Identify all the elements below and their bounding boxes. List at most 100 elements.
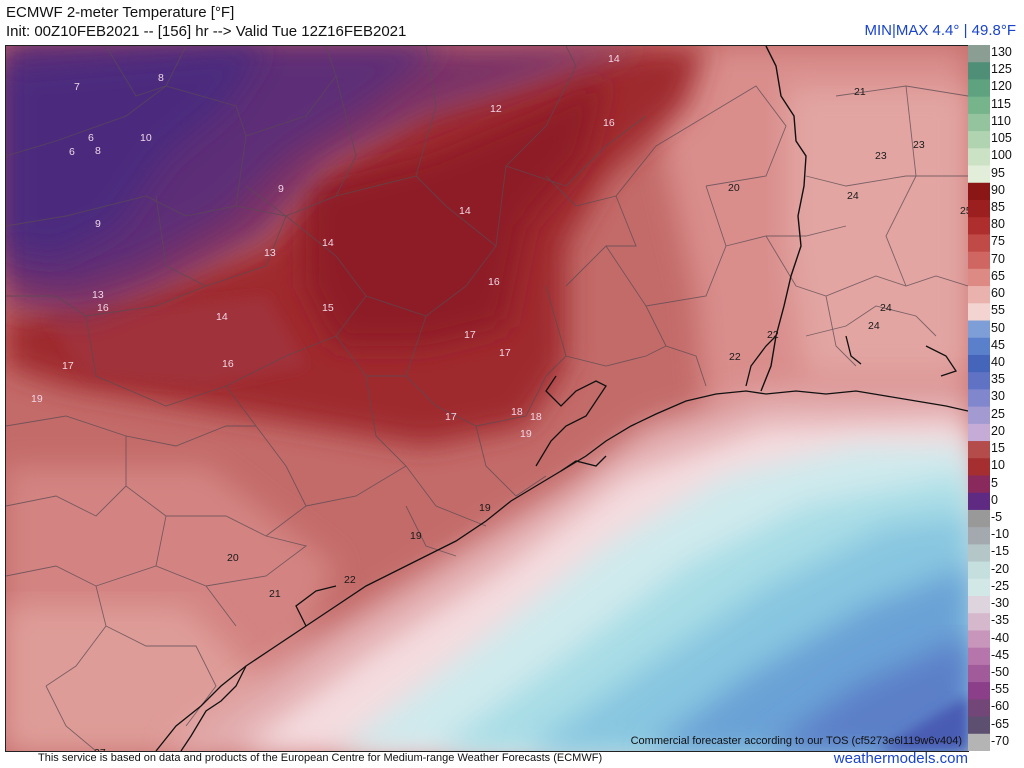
color-scale-label: -55 [991, 682, 1010, 697]
color-scale-label: 10 [991, 458, 1005, 473]
temperature-label: 16 [488, 276, 500, 288]
color-scale-label: 0 [991, 492, 998, 507]
color-scale-label: -50 [991, 664, 1010, 679]
temperature-label: 17 [499, 347, 511, 359]
temperature-label: 27 [94, 747, 106, 751]
temperature-label: 14 [322, 237, 334, 249]
color-scale-label: 60 [991, 286, 1005, 301]
temperature-label: 17 [464, 329, 476, 341]
temperature-label: 18 [511, 406, 523, 418]
temperature-label: 13 [92, 289, 104, 301]
color-scale-label: -25 [991, 578, 1010, 593]
map-title: ECMWF 2-meter Temperature [°F] [6, 4, 235, 21]
color-scale-label: 130 [991, 45, 1012, 59]
temperature-label: 6 [88, 132, 94, 144]
color-scale-label: -65 [991, 716, 1010, 731]
color-scale-swatch [968, 733, 990, 751]
brand-link[interactable]: weathermodels.com [833, 750, 968, 767]
temperature-label: 19 [520, 428, 532, 440]
color-scale-swatch [968, 441, 990, 459]
color-scale-swatch [968, 234, 990, 253]
temperature-label: 8 [95, 145, 101, 157]
color-scale-swatch [968, 682, 990, 700]
temperature-label: 9 [278, 183, 284, 195]
color-scale-swatch [968, 251, 990, 270]
temperature-label: 21 [269, 588, 281, 600]
temperature-label: 15 [322, 302, 334, 314]
temperature-label: 13 [264, 247, 276, 259]
color-scale-label: -10 [991, 527, 1010, 542]
color-scale-swatch [968, 630, 990, 649]
temperature-label: 19 [31, 393, 43, 405]
color-scale-label: 40 [991, 355, 1005, 369]
color-scale-label: 115 [991, 96, 1011, 111]
color-scale-swatch [968, 320, 990, 339]
temperature-label: 24 [868, 320, 880, 332]
color-scale-label: -70 [991, 733, 1010, 748]
temperature-label: 24 [847, 190, 859, 202]
temperature-label: 22 [767, 329, 779, 341]
color-scale-label: -30 [991, 596, 1010, 610]
color-scale-label: 70 [991, 251, 1005, 266]
color-scale-swatch [968, 527, 990, 545]
temperature-label: 9 [95, 218, 101, 230]
color-scale-swatch [968, 148, 990, 167]
color-scale-swatch [968, 286, 990, 304]
temperature-label: 20 [227, 552, 239, 564]
color-scale-label: -15 [991, 544, 1010, 559]
color-scale-swatch [968, 596, 990, 614]
color-scale-label: -20 [991, 561, 1010, 576]
color-scale-label: 25 [991, 406, 1005, 421]
temperature-label: 23 [913, 139, 925, 151]
color-scale-label: 45 [991, 337, 1005, 352]
color-scale-swatch [968, 113, 990, 132]
color-scale-label: 15 [991, 441, 1005, 455]
temperature-label: 14 [216, 311, 228, 323]
temperature-label: 17 [445, 411, 457, 423]
tos-notice: Commercial forecaster according to our T… [630, 735, 962, 747]
temperature-label: 28 [126, 749, 138, 751]
color-scale-swatch [968, 131, 990, 149]
color-scale-label: -35 [991, 613, 1010, 628]
color-scale-label: 100 [991, 148, 1012, 163]
temperature-label: 8 [158, 72, 164, 84]
temperature-label: 22 [729, 351, 741, 363]
temperature-label: 19 [410, 530, 422, 542]
min-max-readout: MIN|MAX 4.4° | 49.8°F [864, 22, 1016, 39]
color-scale-label: -60 [991, 699, 1010, 714]
color-scale-label: -5 [991, 509, 1003, 524]
color-scale-swatch [968, 544, 990, 563]
temperature-label: 6 [69, 146, 75, 158]
color-scale-swatch [968, 578, 990, 597]
color-scale-swatch [968, 389, 990, 408]
temperature-label: 18 [530, 411, 542, 423]
temperature-label: 20 [728, 182, 740, 194]
temperature-label: 21 [854, 86, 866, 98]
color-scale-bar [968, 45, 990, 751]
color-scale-label: -40 [991, 630, 1010, 645]
color-scale-label: 5 [991, 475, 998, 490]
color-scale-label: 65 [991, 268, 1005, 283]
color-scale-label: 80 [991, 217, 1005, 232]
temperature-map[interactable]: 7 8 6 6 8 10 9 9 13 14 13 16 14 15 16 17 19 14 12 16 14 16 17 1… [5, 45, 969, 752]
color-scale-swatch [968, 303, 990, 322]
color-scale-swatch [968, 406, 990, 425]
color-scale-swatch [968, 268, 990, 287]
color-scale-swatch [968, 492, 990, 511]
temperature-label: 17 [62, 360, 74, 372]
color-scale-swatch [968, 475, 990, 494]
init-valid-time: Init: 00Z10FEB2021 -- [156] hr --> Valid… [6, 23, 407, 40]
temperature-label: 12 [490, 103, 502, 115]
temperature-label: 10 [140, 132, 152, 144]
color-scale-swatch [968, 372, 990, 390]
ecmwf-attribution: This service is based on data and produc… [38, 752, 603, 764]
color-scale-swatch [968, 509, 990, 528]
state-border [760, 46, 807, 392]
color-scale-label: 30 [991, 389, 1005, 404]
color-scale-swatch [968, 647, 990, 666]
temperature-label: 22 [344, 574, 356, 586]
color-scale-label: 120 [991, 79, 1012, 94]
color-scale-swatch [968, 337, 990, 356]
